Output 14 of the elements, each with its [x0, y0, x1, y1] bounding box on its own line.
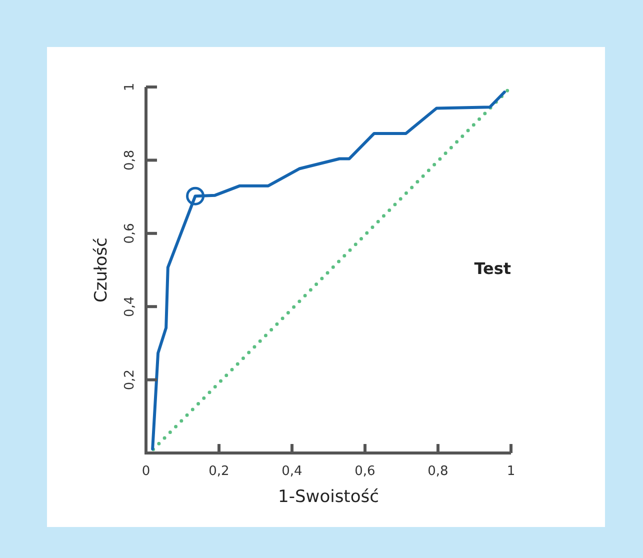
y-tick-label: 0,2	[122, 369, 138, 390]
y-tick-label: 0,4	[122, 296, 138, 317]
y-axis-title: Czułość	[91, 237, 112, 303]
x-tick-label: 0,6	[354, 464, 376, 479]
x-tick-label: 1	[506, 464, 516, 479]
y-tick-label: 0,6	[122, 223, 138, 244]
x-axis-title: 1-Swoistość	[278, 486, 379, 507]
y-tick-label: 0,8	[122, 150, 138, 171]
x-tick-label: 0,4	[282, 464, 302, 479]
annotation: Test	[474, 259, 512, 278]
y-tick-label: 1	[122, 82, 138, 92]
x-tick-label: 0	[142, 464, 150, 479]
x-tick-label: 0,8	[428, 464, 448, 479]
x-tick-label: 0,2	[208, 464, 230, 479]
